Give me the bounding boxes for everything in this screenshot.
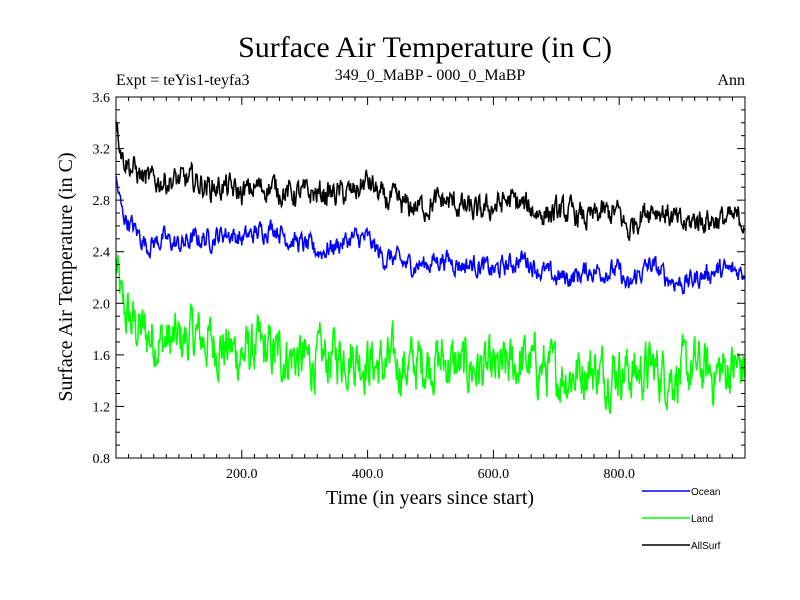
x-axis-label: Time (in years since start): [326, 487, 534, 509]
x-tick-label: 600.0: [478, 467, 510, 482]
y-tick-label: 2.4: [93, 246, 111, 261]
season-label: Ann: [717, 72, 745, 89]
chart-title: Surface Air Temperature (in C): [238, 31, 612, 64]
series-line-ocean: [115, 175, 746, 296]
plot-frame: [115, 96, 746, 459]
y-tick-label: 1.6: [93, 349, 111, 364]
tick-layer: 200.0 400.0 600.0 800.0 0.8 1.2 1.6 2.0 2.4 2.8 3.…: [93, 91, 745, 482]
series-line-land: [115, 254, 746, 414]
y-tick-label: 0.8: [93, 452, 111, 467]
y-tick-label: 3.2: [93, 143, 111, 158]
series-layer: [115, 121, 746, 414]
x-tick-label: 400.0: [352, 467, 384, 482]
y-tick-label: 2.0: [93, 297, 111, 312]
y-tick-label: 2.8: [93, 194, 111, 209]
period-label: 349_0_MaBP - 000_0_MaBP: [335, 67, 526, 84]
series-line-allsurf: [115, 121, 746, 241]
legend-label-allsurf: AllSurf: [691, 541, 721, 552]
legend: Ocean Land AllSurf: [642, 487, 721, 552]
legend-label-ocean: Ocean: [691, 487, 720, 498]
experiment-label: Expt = teYis1-teyfa3: [116, 72, 249, 89]
x-tick-label: 200.0: [226, 467, 258, 482]
legend-label-land: Land: [691, 514, 713, 525]
y-axis-label: Surface Air Temperature (in C): [55, 152, 77, 401]
x-tick-label: 800.0: [603, 467, 635, 482]
y-tick-label: 3.6: [93, 91, 111, 106]
y-tick-label: 1.2: [93, 400, 111, 415]
